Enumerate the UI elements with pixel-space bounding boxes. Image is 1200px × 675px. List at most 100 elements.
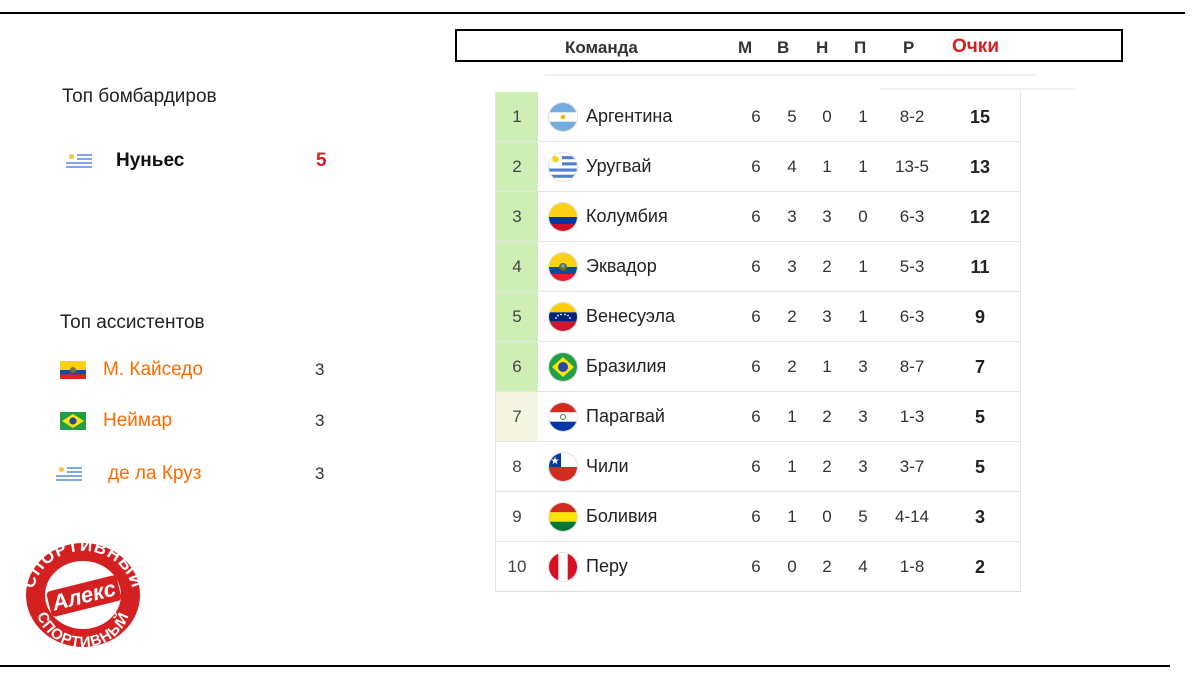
assist-name: де ла Круз — [108, 463, 202, 484]
position-cell: 10 — [496, 542, 538, 591]
venezuela-flag-icon — [549, 303, 577, 331]
goals-cell: 1-3 — [899, 407, 925, 426]
points-cell: 7 — [974, 357, 985, 377]
ecuador-flag-icon — [549, 253, 577, 281]
standings-table: 1 Аргентина 6 5 0 1 8-2 15 2 Уругвай 6 4… — [495, 92, 1021, 592]
table-row[interactable]: 7 Парагвай 6 1 2 3 1-3 5 — [495, 392, 1021, 442]
scorer-name: Нуньес — [116, 150, 185, 171]
lost-cell: 1 — [858, 107, 868, 126]
paraguay-flag-icon — [549, 403, 577, 431]
draw-cell: 1 — [822, 357, 832, 376]
won-cell: 2 — [787, 357, 797, 376]
colombia-flag-icon — [549, 203, 577, 231]
goals-cell: 3-7 — [899, 457, 925, 476]
team-name: Аргентина — [586, 106, 673, 126]
goals-cell: 8-7 — [899, 357, 925, 376]
assist-name: М. Кайседо — [103, 359, 203, 380]
brazil-flag-icon — [549, 353, 577, 381]
table-header: Команда М В Н П Р Очки — [455, 29, 1123, 62]
header-draw: Н — [816, 38, 829, 57]
team-name: Уругвай — [586, 156, 652, 176]
team-name: Боливия — [586, 506, 658, 526]
won-cell: 1 — [787, 407, 797, 426]
draw-cell: 1 — [822, 157, 832, 176]
header-won: В — [777, 38, 790, 57]
won-cell: 0 — [787, 557, 797, 576]
points-cell: 2 — [974, 557, 985, 577]
position-cell: 7 — [496, 392, 538, 441]
header-points: Очки — [952, 36, 999, 57]
top-scorers-title: Топ бомбардиров — [62, 86, 217, 107]
header-goals: Р — [903, 38, 915, 57]
won-cell: 3 — [787, 207, 797, 226]
played-cell: 6 — [751, 557, 761, 576]
draw-cell: 0 — [822, 107, 832, 126]
lost-cell: 0 — [858, 207, 868, 226]
lost-cell: 3 — [858, 357, 868, 376]
team-name: Эквадор — [586, 256, 657, 276]
lost-cell: 3 — [858, 407, 868, 426]
played-cell: 6 — [751, 257, 761, 276]
goals-cell: 6-3 — [899, 207, 925, 226]
assist-count: 3 — [315, 360, 325, 379]
won-cell: 1 — [787, 457, 797, 476]
assist-row[interactable]: М. Кайседо 3 — [60, 355, 350, 385]
won-cell: 2 — [787, 307, 797, 326]
goals-cell: 8-2 — [899, 107, 925, 126]
assist-row[interactable]: де ла Круз 3 — [56, 459, 346, 489]
assist-count: 3 — [315, 411, 325, 430]
points-cell: 5 — [974, 407, 985, 427]
played-cell: 6 — [751, 307, 761, 326]
table-row[interactable]: 10 Перу 6 0 2 4 1-8 2 — [495, 542, 1021, 592]
team-name: Бразилия — [586, 356, 667, 376]
goals-cell: 13-5 — [894, 157, 930, 176]
position-cell: 2 — [496, 142, 538, 191]
header-shadow — [545, 74, 1035, 76]
position-cell: 9 — [496, 492, 538, 541]
scorer-row[interactable]: Нуньес 5 — [66, 146, 356, 176]
played-cell: 6 — [751, 507, 761, 526]
table-row[interactable]: 9 Боливия 6 1 0 5 4-14 3 — [495, 492, 1021, 542]
assist-row[interactable]: Неймар 3 — [60, 406, 350, 436]
won-cell: 1 — [787, 507, 797, 526]
team-name: Парагвай — [586, 406, 665, 426]
ecuador-flag-icon — [60, 361, 86, 379]
top-divider — [0, 12, 1185, 14]
draw-cell: 3 — [822, 207, 832, 226]
table-row[interactable]: 1 Аргентина 6 5 0 1 8-2 15 — [495, 92, 1021, 142]
goals-cell: 1-8 — [899, 557, 925, 576]
table-row[interactable]: 8 Чили 6 1 2 3 3-7 5 — [495, 442, 1021, 492]
header-team: Команда — [565, 38, 638, 57]
team-name: Чили — [586, 456, 629, 476]
points-cell: 9 — [974, 307, 985, 327]
assist-count: 3 — [315, 464, 325, 483]
table-row[interactable]: 6 Бразилия 6 2 1 3 8-7 7 — [495, 342, 1021, 392]
lost-cell: 4 — [858, 557, 868, 576]
position-cell: 5 — [496, 292, 538, 341]
won-cell: 5 — [787, 107, 797, 126]
top-assists-title: Топ ассистентов — [60, 312, 205, 333]
points-cell: 3 — [974, 507, 985, 527]
draw-cell: 2 — [822, 457, 832, 476]
points-cell: 12 — [969, 207, 991, 227]
bottom-divider — [0, 665, 1170, 667]
brazil-flag-icon — [60, 412, 86, 430]
points-cell: 15 — [969, 107, 991, 127]
bolivia-flag-icon — [549, 503, 577, 531]
uruguay-flag-icon — [66, 152, 92, 170]
table-row[interactable]: 5 Венесуэла 6 2 3 1 6-3 9 — [495, 292, 1021, 342]
draw-cell: 0 — [822, 507, 832, 526]
assist-name: Неймар — [103, 410, 173, 431]
argentina-flag-icon — [549, 103, 577, 131]
position-cell: 4 — [496, 242, 538, 291]
chile-flag-icon — [549, 453, 577, 481]
scorer-goals: 5 — [316, 150, 327, 171]
table-row[interactable]: 2 Уругвай 6 4 1 1 13-5 13 — [495, 142, 1021, 192]
played-cell: 6 — [751, 407, 761, 426]
played-cell: 6 — [751, 107, 761, 126]
table-row[interactable]: 4 Эквадор 6 3 2 1 5-3 11 — [495, 242, 1021, 292]
won-cell: 4 — [787, 157, 797, 176]
table-row[interactable]: 3 Колумбия 6 3 3 0 6-3 12 — [495, 192, 1021, 242]
position-cell: 6 — [496, 342, 538, 391]
played-cell: 6 — [751, 457, 761, 476]
